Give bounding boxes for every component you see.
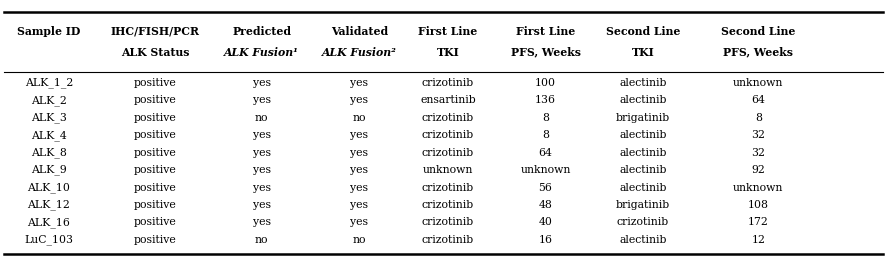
Text: First Line: First Line	[516, 26, 574, 37]
Text: LuC_103: LuC_103	[24, 234, 74, 245]
Text: ALK_2: ALK_2	[31, 95, 66, 106]
Text: yes: yes	[350, 182, 368, 193]
Text: yes: yes	[350, 130, 368, 140]
Text: 8: 8	[754, 113, 761, 123]
Text: yes: yes	[253, 148, 270, 158]
Text: ALK_9: ALK_9	[31, 165, 66, 175]
Text: yes: yes	[253, 200, 270, 210]
Text: alectinib: alectinib	[618, 96, 666, 105]
Text: PFS, Weeks: PFS, Weeks	[723, 47, 792, 58]
Text: 40: 40	[538, 217, 552, 227]
Text: 56: 56	[538, 182, 552, 193]
Text: TKI: TKI	[436, 47, 459, 58]
Text: 32: 32	[750, 130, 765, 140]
Text: yes: yes	[350, 217, 368, 227]
Text: 172: 172	[747, 217, 768, 227]
Text: IHC/FISH/PCR: IHC/FISH/PCR	[111, 26, 199, 37]
Text: TKI: TKI	[631, 47, 654, 58]
Text: yes: yes	[253, 96, 270, 105]
Text: positive: positive	[134, 235, 176, 245]
Text: yes: yes	[253, 182, 270, 193]
Text: yes: yes	[350, 96, 368, 105]
Text: positive: positive	[134, 113, 176, 123]
Text: positive: positive	[134, 182, 176, 193]
Text: Second Line: Second Line	[720, 26, 795, 37]
Text: unknown: unknown	[520, 165, 570, 175]
Text: ALK_4: ALK_4	[31, 130, 66, 141]
Text: yes: yes	[350, 78, 368, 88]
Text: no: no	[352, 235, 366, 245]
Text: yes: yes	[253, 78, 270, 88]
Text: 8: 8	[541, 130, 548, 140]
Text: alectinib: alectinib	[618, 78, 666, 88]
Text: alectinib: alectinib	[618, 148, 666, 158]
Text: Second Line: Second Line	[605, 26, 680, 37]
Text: Validated: Validated	[330, 26, 387, 37]
Text: crizotinib: crizotinib	[422, 113, 473, 123]
Text: ALK Fusion²: ALK Fusion²	[322, 47, 396, 58]
Text: 100: 100	[534, 78, 556, 88]
Text: unknown: unknown	[733, 78, 782, 88]
Text: crizotinib: crizotinib	[422, 78, 473, 88]
Text: 108: 108	[747, 200, 768, 210]
Text: 8: 8	[541, 113, 548, 123]
Text: positive: positive	[134, 78, 176, 88]
Text: alectinib: alectinib	[618, 165, 666, 175]
Text: ALK_12: ALK_12	[27, 200, 70, 210]
Text: 12: 12	[750, 235, 765, 245]
Text: 16: 16	[538, 235, 552, 245]
Text: positive: positive	[134, 96, 176, 105]
Text: positive: positive	[134, 165, 176, 175]
Text: 64: 64	[750, 96, 765, 105]
Text: no: no	[352, 113, 366, 123]
Text: First Line: First Line	[418, 26, 477, 37]
Text: yes: yes	[350, 165, 368, 175]
Text: ALK_10: ALK_10	[27, 182, 70, 193]
Text: crizotinib: crizotinib	[422, 148, 473, 158]
Text: positive: positive	[134, 130, 176, 140]
Text: alectinib: alectinib	[618, 182, 666, 193]
Text: positive: positive	[134, 148, 176, 158]
Text: unknown: unknown	[733, 182, 782, 193]
Text: brigatinib: brigatinib	[615, 113, 670, 123]
Text: ALK Fusion¹: ALK Fusion¹	[224, 47, 299, 58]
Text: ensartinib: ensartinib	[420, 96, 475, 105]
Text: positive: positive	[134, 217, 176, 227]
Text: positive: positive	[134, 200, 176, 210]
Text: crizotinib: crizotinib	[422, 182, 473, 193]
Text: yes: yes	[350, 200, 368, 210]
Text: 32: 32	[750, 148, 765, 158]
Text: unknown: unknown	[423, 165, 472, 175]
Text: 48: 48	[538, 200, 552, 210]
Text: alectinib: alectinib	[618, 130, 666, 140]
Text: ALK_8: ALK_8	[31, 147, 66, 158]
Text: 92: 92	[750, 165, 765, 175]
Text: no: no	[254, 235, 268, 245]
Text: ALK_1_2: ALK_1_2	[25, 78, 73, 88]
Text: alectinib: alectinib	[618, 235, 666, 245]
Text: crizotinib: crizotinib	[422, 130, 473, 140]
Text: no: no	[254, 113, 268, 123]
Text: ALK_16: ALK_16	[27, 217, 70, 228]
Text: PFS, Weeks: PFS, Weeks	[510, 47, 579, 58]
Text: yes: yes	[253, 217, 270, 227]
Text: yes: yes	[253, 165, 270, 175]
Text: yes: yes	[253, 130, 270, 140]
Text: yes: yes	[350, 148, 368, 158]
Text: 64: 64	[538, 148, 552, 158]
Text: crizotinib: crizotinib	[617, 217, 668, 227]
Text: crizotinib: crizotinib	[422, 200, 473, 210]
Text: ALK Status: ALK Status	[120, 47, 190, 58]
Text: Predicted: Predicted	[232, 26, 291, 37]
Text: crizotinib: crizotinib	[422, 235, 473, 245]
Text: ALK_3: ALK_3	[31, 112, 66, 123]
Text: brigatinib: brigatinib	[615, 200, 670, 210]
Text: Sample ID: Sample ID	[17, 26, 81, 37]
Text: 136: 136	[534, 96, 556, 105]
Text: crizotinib: crizotinib	[422, 217, 473, 227]
